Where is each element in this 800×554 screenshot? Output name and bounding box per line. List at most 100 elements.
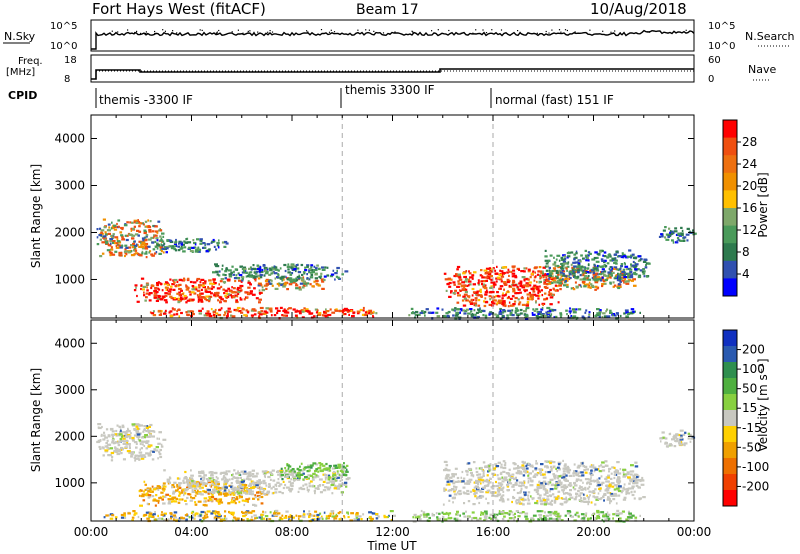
echo-cell — [305, 284, 308, 287]
echo-cell — [507, 474, 512, 477]
echo-cell — [679, 438, 684, 441]
echo-cell — [139, 442, 142, 446]
echo-cell — [237, 272, 240, 275]
echo-cell — [209, 282, 213, 285]
echo-cell — [258, 315, 260, 318]
echo-cell — [192, 513, 195, 516]
echo-cell — [212, 479, 216, 482]
echo-cell — [598, 470, 603, 473]
echo-cell — [624, 265, 629, 268]
echo-cell — [693, 232, 697, 235]
nsearch-dot — [491, 29, 493, 31]
echo-cell — [243, 484, 248, 487]
echo-cell — [300, 278, 305, 281]
echo-cell — [220, 278, 225, 281]
echo-cell — [611, 267, 614, 270]
echo-cell — [198, 284, 202, 287]
echo-cell — [194, 243, 197, 246]
echo-cell — [302, 284, 306, 287]
echo-cell — [249, 482, 253, 485]
nsearch-dot — [675, 32, 677, 34]
echo-cell — [175, 238, 177, 242]
echo-cell — [146, 492, 149, 495]
echo-cell — [562, 459, 564, 462]
echo-cell — [584, 471, 588, 474]
echo-cell — [509, 297, 513, 300]
echo-cell — [206, 516, 209, 519]
echo-cell — [140, 245, 145, 249]
echo-cell — [600, 258, 604, 261]
echo-cell — [545, 262, 549, 265]
echo-cell — [532, 270, 535, 273]
echo-cell — [626, 255, 631, 258]
echo-cell — [187, 310, 190, 313]
echo-cell — [284, 269, 287, 273]
echo-cell — [553, 499, 557, 502]
echo-cell — [579, 274, 582, 277]
echo-cell — [527, 499, 530, 502]
echo-cell — [173, 242, 177, 245]
echo-cell — [598, 310, 602, 314]
echo-cell — [219, 488, 222, 491]
echo-cell — [613, 471, 616, 474]
echo-cell — [148, 229, 152, 232]
echo-cell — [600, 265, 603, 268]
echo-cell — [126, 234, 129, 237]
echo-cell — [603, 492, 607, 496]
echo-cell — [566, 468, 569, 471]
echo-cell — [133, 249, 136, 252]
echo-cell — [135, 286, 137, 289]
echo-cell — [640, 483, 645, 486]
echo-cell — [501, 476, 503, 479]
echo-cell — [521, 464, 525, 467]
echo-cell — [322, 480, 326, 483]
echo-cell — [322, 468, 326, 471]
echo-cell — [223, 475, 225, 478]
echo-cell — [633, 284, 637, 287]
echo-cell — [234, 294, 238, 297]
echo-cell — [180, 296, 183, 299]
echo-cell — [534, 271, 536, 274]
echo-cell — [492, 515, 495, 518]
echo-cell — [587, 259, 590, 262]
echo-cell — [502, 266, 505, 269]
echo-cell — [334, 484, 337, 487]
echo-cell — [238, 310, 242, 313]
echo-cell — [293, 470, 296, 473]
echo-cell — [237, 472, 241, 475]
echo-cell — [152, 314, 157, 317]
echo-cell — [208, 298, 211, 301]
echo-cell — [501, 294, 506, 297]
echo-cell — [544, 255, 548, 258]
echo-cell — [183, 294, 187, 298]
echo-cell — [453, 490, 456, 493]
echo-cell — [593, 267, 598, 270]
echo-cell — [190, 310, 193, 313]
echo-cell — [581, 280, 586, 284]
echo-cell — [317, 485, 320, 488]
echo-cell — [567, 492, 571, 495]
echo-cell — [187, 241, 192, 244]
echo-cell — [561, 278, 564, 281]
echo-cell — [124, 254, 126, 258]
echo-cell — [477, 476, 481, 479]
echo-cell — [471, 294, 474, 297]
echo-cell — [514, 481, 518, 484]
echo-cell — [231, 490, 234, 493]
echo-cell — [276, 309, 281, 312]
echo-cell — [236, 517, 240, 520]
echo-cell — [546, 498, 550, 501]
echo-cell — [190, 483, 194, 486]
echo-cell — [522, 467, 526, 470]
echo-cell — [248, 492, 253, 495]
echo-cell — [580, 285, 583, 288]
echo-cell — [141, 493, 145, 496]
echo-cell — [298, 286, 301, 289]
echo-cell — [146, 289, 149, 292]
nsearch-dot — [247, 30, 249, 32]
echo-cell — [111, 456, 113, 459]
echo-cell — [628, 268, 633, 271]
echo-cell — [623, 272, 628, 275]
echo-cell — [146, 286, 148, 289]
echo-cell — [345, 308, 349, 312]
